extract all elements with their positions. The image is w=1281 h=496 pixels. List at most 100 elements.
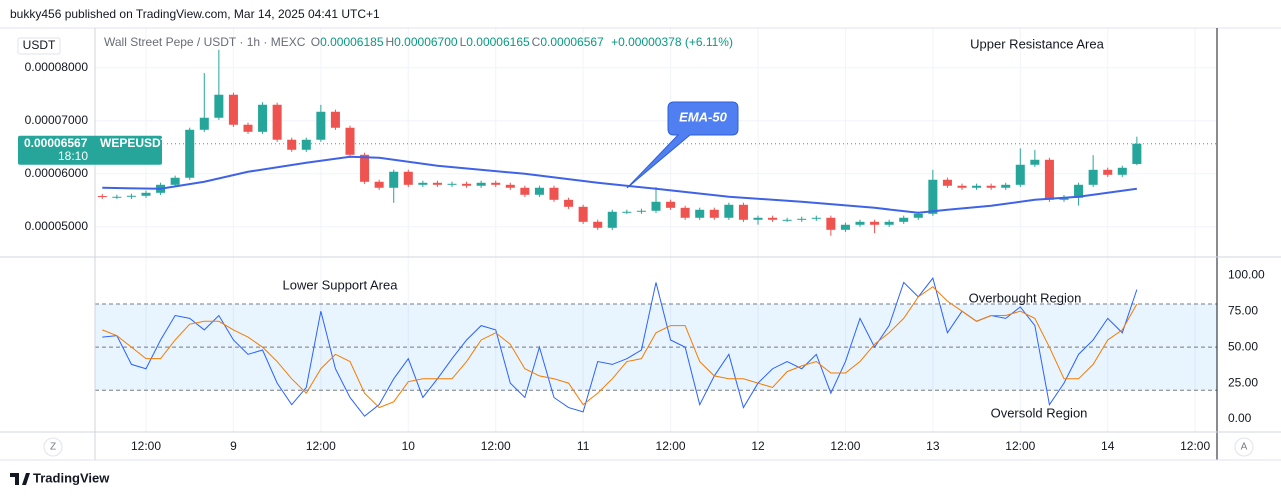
candle-body bbox=[942, 179, 952, 186]
candle-body bbox=[287, 139, 297, 150]
candle-body bbox=[622, 211, 632, 213]
tv-logo bbox=[10, 473, 30, 485]
candle-body bbox=[360, 154, 370, 182]
published-line: bukky456 published on TradingView.com, M… bbox=[10, 7, 380, 21]
candle-body bbox=[447, 183, 457, 185]
candle-body bbox=[258, 104, 268, 132]
candle-body bbox=[476, 182, 486, 186]
candle-body bbox=[636, 210, 646, 212]
last-price-box bbox=[18, 135, 162, 165]
annotation: Overbought Region bbox=[969, 290, 1082, 305]
candle-body bbox=[228, 94, 238, 125]
x-tick-label: 12:00 bbox=[131, 439, 161, 453]
candle-body bbox=[1015, 164, 1025, 185]
last-price-symbol: WEPEUSDT bbox=[100, 136, 169, 150]
candle-body bbox=[1117, 167, 1127, 175]
candle-body bbox=[1103, 169, 1113, 175]
candle-body bbox=[374, 181, 384, 188]
ohlc-value: 0.00006567 bbox=[540, 35, 604, 49]
candle-body bbox=[593, 221, 603, 228]
candle-body bbox=[738, 204, 748, 220]
callout-text: EMA-50 bbox=[679, 109, 727, 124]
candle-body bbox=[462, 183, 472, 186]
ohlc-key: H bbox=[385, 35, 395, 49]
candle-body bbox=[564, 199, 574, 207]
candle-body bbox=[112, 196, 122, 198]
candle-body bbox=[840, 224, 850, 230]
footer-brand: TradingView bbox=[33, 470, 110, 485]
candle-body bbox=[345, 127, 355, 155]
x-tick-label: 12:00 bbox=[830, 439, 860, 453]
annotation: Lower Support Area bbox=[283, 277, 399, 292]
x-tick-label: 12:00 bbox=[656, 439, 686, 453]
candle-body bbox=[243, 124, 253, 132]
ohlc-key: O bbox=[310, 35, 321, 49]
candle-body bbox=[709, 209, 719, 218]
currency: USDT bbox=[23, 38, 56, 52]
button-z[interactable] bbox=[43, 437, 63, 457]
candle-body bbox=[811, 217, 821, 219]
currency-box bbox=[17, 37, 61, 55]
candle-body bbox=[768, 217, 778, 220]
y-tick-label: 75.00 bbox=[1228, 303, 1258, 317]
ohlc-key: L bbox=[459, 35, 467, 49]
ohlc-value: 0.00006165 bbox=[466, 35, 530, 49]
symbol-title: Wall Street Pepe / USDT · 1h · MEXC bbox=[104, 35, 306, 49]
x-tick-label: 11 bbox=[577, 439, 590, 453]
x-tick-label: 10 bbox=[402, 439, 416, 453]
candle-body bbox=[870, 221, 880, 225]
y-tick-label: 0.00005000 bbox=[25, 219, 89, 233]
y-tick-label: 50.00 bbox=[1228, 339, 1258, 353]
ohlc-key: C bbox=[531, 35, 541, 49]
annotation: Oversold Region bbox=[991, 405, 1088, 420]
y-tick-label: 25.00 bbox=[1228, 375, 1258, 389]
candle-body bbox=[651, 201, 661, 211]
candle-body bbox=[170, 177, 180, 185]
countdown: 18:10 bbox=[58, 149, 88, 163]
candle-body bbox=[1088, 169, 1098, 185]
ema-callout: EMA-50 bbox=[626, 101, 739, 189]
ohlc: O0.00006185 H0.00006700 L0.00006165 C0.0000… bbox=[311, 35, 606, 49]
candle-body bbox=[695, 209, 705, 218]
ema-line bbox=[102, 155, 1137, 214]
y-tick-label: 0.00 bbox=[1228, 411, 1252, 425]
candle-body bbox=[1044, 159, 1054, 200]
candle-body bbox=[899, 217, 909, 222]
candle-body bbox=[1059, 197, 1069, 200]
candle-body bbox=[491, 182, 501, 185]
x-tick-label: 12:00 bbox=[481, 439, 511, 453]
x-tick-label: 14 bbox=[1101, 439, 1115, 453]
candle-body bbox=[797, 218, 807, 220]
y-tick-label: 0.00006000 bbox=[25, 166, 89, 180]
button-z-text: Z bbox=[50, 442, 56, 453]
candle-body bbox=[724, 204, 734, 218]
candle-body bbox=[418, 182, 428, 185]
candle-body bbox=[534, 187, 544, 195]
y-tick-label: 100.00 bbox=[1228, 267, 1265, 281]
candle-body bbox=[680, 207, 690, 218]
last-price-value: 0.00006567 bbox=[24, 136, 88, 150]
candle-body bbox=[913, 213, 923, 218]
candle-body bbox=[432, 182, 442, 185]
annotation: Upper Resistance Area bbox=[970, 36, 1104, 51]
ohlc-value: 0.00006700 bbox=[394, 35, 458, 49]
candle-body bbox=[884, 221, 894, 225]
candle-body bbox=[972, 185, 982, 188]
candle-body bbox=[126, 195, 136, 197]
candle-body bbox=[97, 196, 107, 198]
candle-body bbox=[578, 206, 588, 222]
button-a[interactable] bbox=[1234, 437, 1254, 457]
x-tick-label: 12 bbox=[751, 439, 765, 453]
candle-body bbox=[403, 171, 413, 185]
candle-body bbox=[214, 94, 224, 118]
button-a-text: A bbox=[1241, 442, 1248, 453]
candle-body bbox=[272, 104, 282, 140]
x-tick-label: 12:00 bbox=[1005, 439, 1035, 453]
stoch-line bbox=[102, 286, 1138, 409]
candle-body bbox=[855, 221, 865, 225]
candle-body bbox=[1030, 159, 1040, 165]
candle-body bbox=[199, 117, 209, 130]
candle-body bbox=[549, 187, 559, 200]
